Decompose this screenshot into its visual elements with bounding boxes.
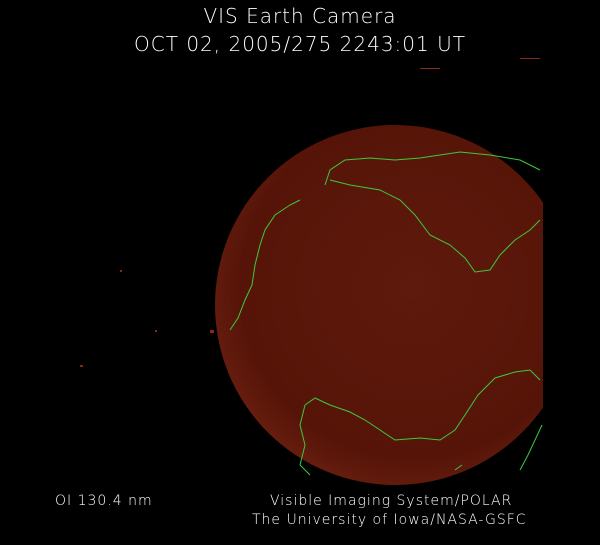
institution-credit: The University of Iowa/NASA-GSFC bbox=[252, 512, 527, 528]
observation-datetime: OCT 02, 2005/275 2243:01 UT bbox=[134, 32, 466, 56]
wavelength-filter-label: OI 130.4 nm bbox=[55, 493, 153, 509]
image-title: VIS Earth Camera bbox=[203, 4, 397, 28]
instrument-credit: Visible Imaging System/POLAR bbox=[270, 493, 513, 509]
noise-specks bbox=[80, 58, 540, 367]
coastline-outlines bbox=[229, 151, 543, 476]
earth-disk bbox=[215, 125, 543, 485]
